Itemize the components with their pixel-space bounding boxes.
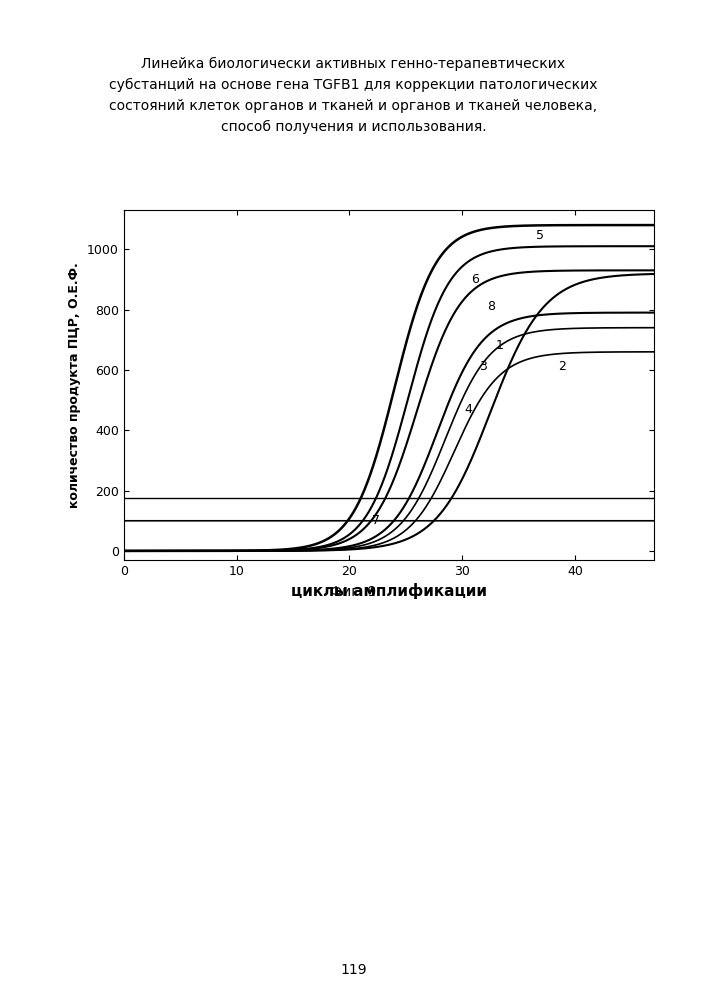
Text: 119: 119 — [340, 963, 367, 977]
Text: 4: 4 — [464, 403, 472, 416]
Text: 8: 8 — [487, 300, 495, 313]
Text: 3: 3 — [479, 360, 487, 373]
Text: Фиг. 9: Фиг. 9 — [330, 585, 377, 599]
Y-axis label: количество продукта ПЦР, О.Е.Ф.: количество продукта ПЦР, О.Е.Ф. — [69, 262, 81, 508]
Text: 6: 6 — [471, 273, 479, 286]
Text: 2: 2 — [558, 360, 566, 373]
Text: 7: 7 — [372, 514, 380, 527]
Text: Линейка биологически активных генно-терапевтических
субстанций на основе гена TG: Линейка биологически активных генно-тера… — [110, 57, 597, 134]
Text: 1: 1 — [496, 339, 504, 352]
Text: 5: 5 — [535, 229, 544, 242]
X-axis label: циклы амплификации: циклы амплификации — [291, 583, 487, 599]
